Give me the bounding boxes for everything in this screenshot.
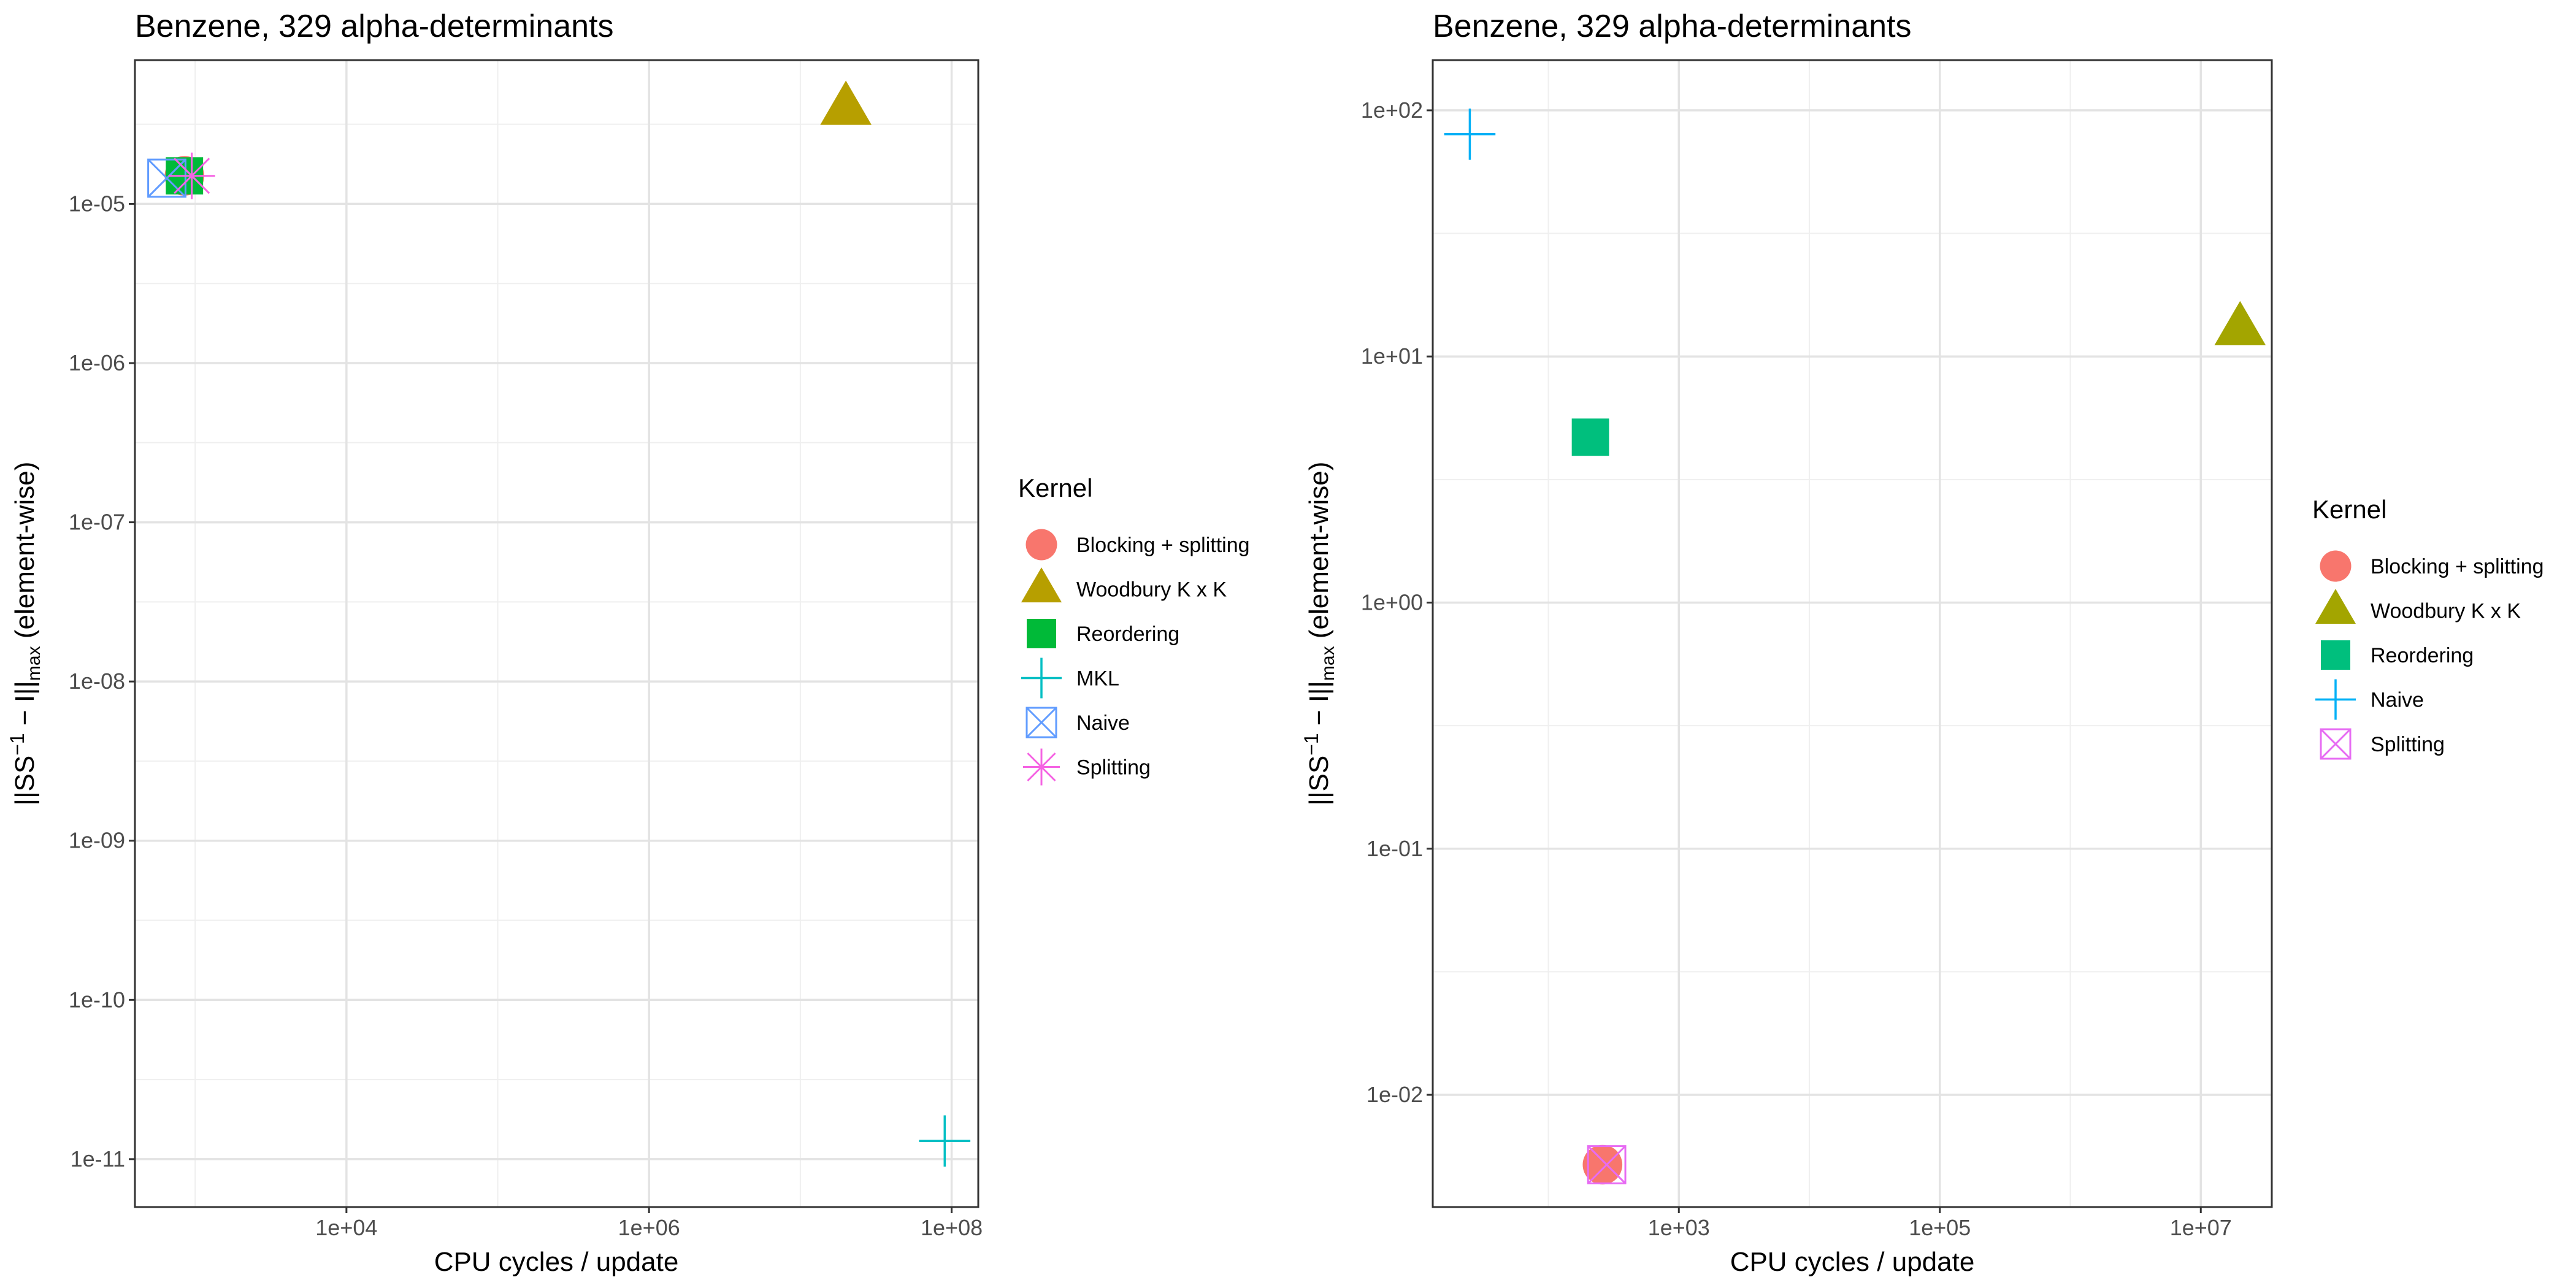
x-tick-label: 1e+04: [315, 1215, 377, 1240]
legend-label: Splitting: [1076, 756, 1151, 780]
x-axis-title: CPU cycles / update: [1730, 1247, 1975, 1277]
point-reordering: [1571, 418, 1609, 456]
plot-border: [1432, 59, 2273, 1208]
chart-1: Benzene, 329 alpha-determinants 1e+04 1e+0…: [6, 9, 1250, 1277]
x-axis-title: CPU cycles / update: [434, 1247, 679, 1277]
y-tick-label: 1e-05: [69, 191, 125, 216]
legend-label: Reordering: [1076, 623, 1179, 646]
point-mkl: [919, 1115, 971, 1167]
legend: Kernel Blocking + splitting Woodbury K x K…: [1018, 473, 1250, 786]
legend-key-reordering: [2321, 640, 2350, 670]
legend-key-mkl: [1021, 657, 1062, 699]
x-tick-label: 1e+07: [2170, 1215, 2232, 1240]
x-tick-label: 1e+06: [618, 1215, 680, 1240]
plot-border: [134, 59, 979, 1208]
legend-label: MKL: [1076, 667, 1119, 691]
chart-2: Benzene, 329 alpha-determinants 1e+03 1e+0…: [1300, 9, 2544, 1277]
y-tick-label: 1e-08: [69, 669, 125, 694]
legend-title: Kernel: [2312, 495, 2386, 524]
legend-key-blocking-splitting: [2320, 550, 2352, 582]
legend-label: Naive: [1076, 711, 1130, 735]
y-tick-label: 1e-01: [1367, 836, 1423, 861]
y-tick-label: 1e-06: [69, 350, 125, 375]
legend-label: Blocking + splitting: [2371, 555, 2544, 578]
legend-key-splitting: [1023, 748, 1060, 786]
point-woodbury-k-x-k: [2214, 301, 2266, 345]
legend-key-woodbury-k-x-k: [2315, 589, 2356, 624]
legend-key-splitting: [2320, 728, 2352, 760]
y-tick-label: 1e-02: [1367, 1082, 1423, 1107]
y-tick-label: 1e-09: [69, 828, 125, 853]
point-naive: [147, 158, 186, 198]
chart-title: Benzene, 329 alpha-determinants: [135, 9, 614, 44]
point-naive: [1444, 108, 1496, 160]
y-tick-label: 1e+01: [1361, 343, 1423, 369]
point-splitting: [168, 152, 215, 199]
x-tick-label: 1e+08: [921, 1215, 983, 1240]
legend-label: Woodbury K x K: [1076, 578, 1227, 602]
legend: Kernel Blocking + splitting Woodbury K x K…: [2312, 495, 2544, 760]
legend-label: Splitting: [2371, 733, 2445, 756]
legend-title: Kernel: [1018, 473, 1092, 502]
y-tick-label: 1e-07: [69, 510, 125, 535]
x-tick-label: 1e+03: [1648, 1215, 1710, 1240]
y-tick-label: 1e+02: [1361, 98, 1423, 123]
y-axis-title: ||SS−1 − I||max (element-wise): [1300, 462, 1338, 806]
legend-key-reordering: [1027, 619, 1056, 648]
y-tick-label: 1e-10: [69, 987, 125, 1012]
legend-key-woodbury-k-x-k: [1021, 567, 1062, 603]
y-tick-label: 1e+00: [1361, 589, 1423, 615]
legend-key-naive: [2315, 679, 2356, 720]
legend-key-naive: [1025, 707, 1057, 738]
y-axis-title: ||SS−1 − I||max (element-wise): [6, 462, 44, 806]
legend-key-blocking-splitting: [1025, 529, 1057, 561]
plot-panel: [1433, 60, 2272, 1207]
x-tick-label: 1e+05: [1909, 1215, 1971, 1240]
legend-label: Reordering: [2371, 644, 2474, 667]
point-splitting: [1587, 1145, 1627, 1184]
legend-label: Naive: [2371, 689, 2424, 712]
plot-panel: [135, 60, 978, 1207]
chart-title: Benzene, 329 alpha-determinants: [1433, 9, 1912, 44]
y-tick-label: 1e-11: [71, 1146, 125, 1171]
point-woodbury-k-x-k: [820, 80, 872, 125]
point-blocking-splitting: [1582, 1144, 1623, 1185]
legend-label: Blocking + splitting: [1076, 534, 1250, 557]
legend-label: Woodbury K x K: [2371, 600, 2521, 623]
